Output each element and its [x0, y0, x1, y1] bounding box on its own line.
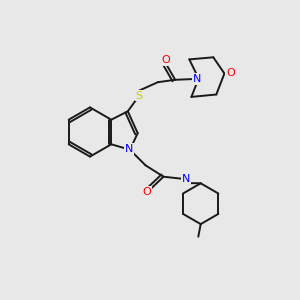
Text: N: N [182, 173, 190, 184]
Text: N: N [125, 144, 134, 154]
Text: N: N [193, 74, 201, 84]
Text: S: S [136, 91, 143, 101]
Text: O: O [142, 187, 151, 197]
Text: O: O [226, 68, 235, 79]
Text: O: O [162, 55, 171, 65]
